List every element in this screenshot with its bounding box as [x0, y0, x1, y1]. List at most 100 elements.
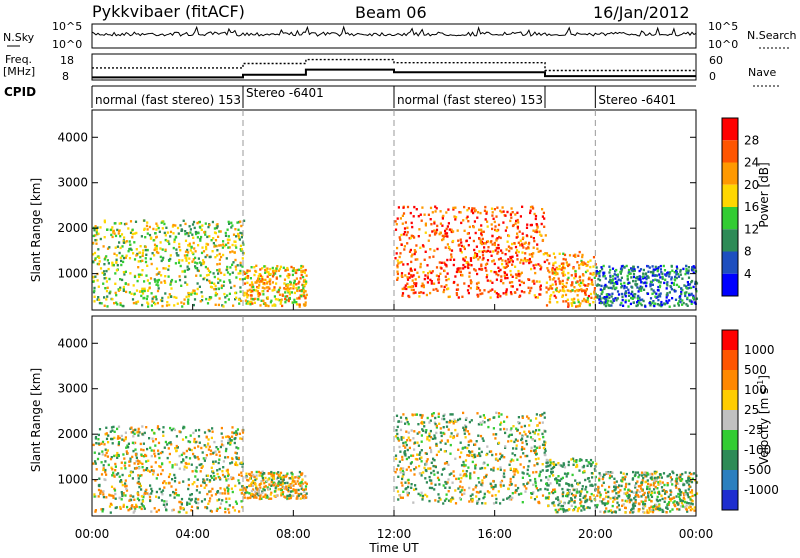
power-point	[270, 273, 272, 275]
power-point	[228, 298, 230, 300]
power-point	[635, 305, 637, 307]
power-point	[269, 278, 271, 280]
power-point	[239, 221, 241, 223]
power-point	[232, 305, 234, 307]
power-point	[590, 293, 592, 295]
power-point	[151, 304, 153, 306]
power-point	[501, 263, 503, 265]
power-point	[473, 226, 475, 228]
power-point	[662, 278, 664, 280]
power-point	[120, 247, 122, 249]
power-point	[254, 281, 256, 283]
velocity-point	[494, 437, 496, 439]
power-point	[586, 264, 588, 266]
power-point	[123, 290, 125, 292]
power-point	[460, 249, 462, 251]
power-point	[485, 218, 487, 220]
power-point	[487, 240, 489, 242]
power-point	[111, 262, 113, 264]
velocity-point	[285, 475, 287, 477]
velocity-point	[457, 449, 459, 451]
velocity-point	[603, 474, 605, 476]
power-point	[480, 239, 482, 241]
velocity-point	[151, 438, 153, 440]
power-point	[469, 272, 471, 274]
velocity-point	[263, 486, 265, 488]
velocity-point	[197, 456, 199, 458]
velocity-point	[161, 499, 163, 501]
velocity-point	[291, 484, 293, 486]
velocity-point	[432, 458, 434, 460]
velocity-point	[120, 467, 122, 469]
power-point	[685, 265, 687, 267]
power-point	[551, 287, 553, 289]
power-point	[105, 270, 107, 272]
power-point	[198, 257, 200, 259]
power-point	[255, 289, 257, 291]
power-point	[92, 281, 94, 283]
power-point	[282, 295, 284, 297]
power-point	[137, 301, 139, 303]
velocity-point	[397, 426, 399, 428]
power-point	[105, 255, 107, 257]
velocity-point	[186, 466, 188, 468]
velocity-point	[484, 467, 486, 469]
power-point	[467, 216, 469, 218]
velocity-point	[548, 492, 550, 494]
velocity-point	[219, 507, 221, 509]
power-point	[633, 301, 635, 303]
velocity-point	[631, 508, 633, 510]
power-point	[536, 280, 538, 282]
power-point	[179, 224, 181, 226]
power-point	[541, 223, 543, 225]
power-point	[139, 251, 141, 253]
power-point	[179, 275, 181, 277]
power-point	[451, 256, 453, 258]
velocity-point	[301, 479, 303, 481]
velocity-point	[477, 477, 479, 479]
power-point	[484, 210, 486, 212]
power-point	[515, 277, 517, 279]
power-point	[445, 246, 447, 248]
velocity-point	[553, 504, 555, 506]
power-point	[476, 288, 478, 290]
velocity-point	[669, 498, 671, 500]
power-point	[229, 281, 231, 283]
power-point	[476, 273, 478, 275]
power-point	[217, 225, 219, 227]
velocity-point	[567, 489, 569, 491]
velocity-point	[240, 500, 242, 502]
power-point	[511, 243, 513, 245]
power-point	[114, 232, 116, 234]
velocity-point	[685, 490, 687, 492]
power-point	[411, 226, 413, 228]
power-point	[519, 261, 521, 263]
velocity-point	[556, 511, 558, 513]
power-point	[565, 286, 567, 288]
power-point	[289, 281, 291, 283]
velocity-point	[651, 492, 653, 494]
velocity-point	[128, 500, 130, 502]
power-point	[518, 296, 520, 298]
power-point	[464, 230, 466, 232]
velocity-point	[615, 486, 617, 488]
power-point	[141, 290, 143, 292]
power-point	[461, 274, 463, 276]
velocity-point	[578, 469, 580, 471]
velocity-point	[405, 431, 407, 433]
power-point	[195, 267, 197, 269]
velocity-point	[534, 498, 536, 500]
power-point	[169, 283, 171, 285]
velocity-point	[102, 490, 104, 492]
velocity-point	[532, 471, 534, 473]
power-point	[692, 297, 694, 299]
velocity-point	[273, 495, 275, 497]
velocity-point	[206, 454, 208, 456]
power-point	[534, 231, 536, 233]
velocity-point	[121, 491, 123, 493]
power-point	[477, 211, 479, 213]
power-point	[181, 228, 183, 230]
power-point	[287, 290, 289, 292]
velocity-point	[227, 435, 229, 437]
velocity-point	[241, 492, 243, 494]
